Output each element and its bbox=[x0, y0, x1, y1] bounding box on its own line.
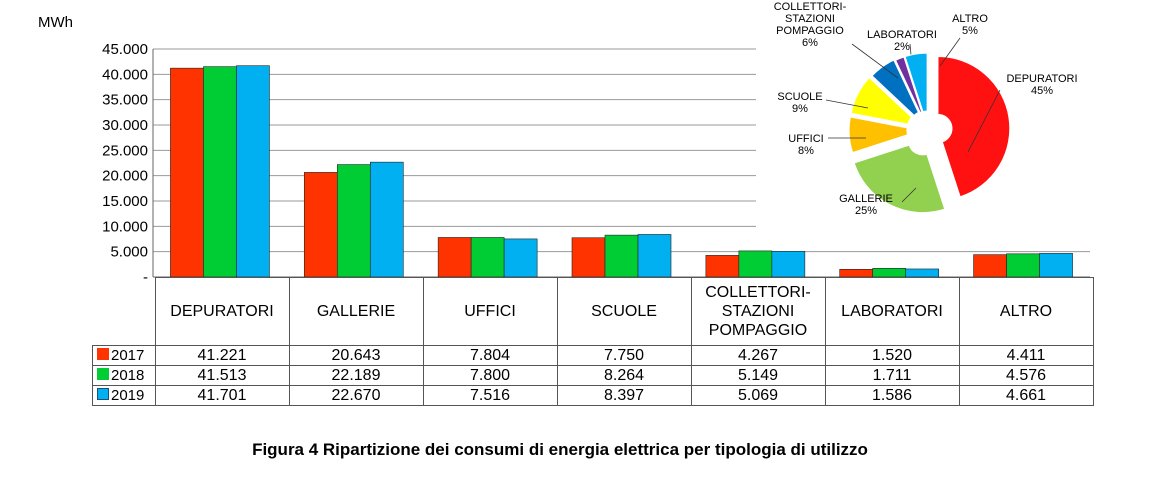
y-tick-label: 35.000 bbox=[102, 92, 148, 109]
bar-2017 bbox=[170, 67, 204, 278]
bars bbox=[170, 65, 1073, 278]
legend-swatch bbox=[97, 368, 109, 380]
bar-2018 bbox=[470, 237, 505, 278]
table-cell: 41.701 bbox=[154, 385, 290, 406]
category-header: LABORATORI bbox=[824, 277, 960, 346]
pie-slice bbox=[904, 52, 928, 113]
pie-label: UFFICI 8% bbox=[788, 133, 823, 157]
bar-2018 bbox=[604, 234, 639, 278]
pie-label: DEPURATORI 45% bbox=[1006, 73, 1077, 97]
table-cell: 1.711 bbox=[824, 365, 960, 386]
pie-chart: DEPURATORI 45% GALLERIE 25% UFFICI 8% SCUOLE 9%… bbox=[756, 0, 1170, 248]
bar-2018 bbox=[203, 66, 237, 278]
y-tick-label: 10.000 bbox=[102, 218, 148, 235]
legend-label: 2019 bbox=[111, 387, 145, 404]
table-cell: 8.397 bbox=[556, 385, 692, 406]
pie-leader-line bbox=[967, 89, 1001, 153]
bar-2019 bbox=[771, 251, 806, 278]
y-tick-label: 20.000 bbox=[102, 168, 148, 185]
bar-2019 bbox=[905, 268, 940, 278]
pie-label: ALTRO 5% bbox=[952, 13, 988, 37]
category-header: SCUOLE bbox=[556, 277, 692, 346]
bar-2017 bbox=[303, 172, 338, 278]
bar-2017 bbox=[437, 237, 472, 278]
pie-leader-line bbox=[901, 187, 917, 203]
pie-label: COLLETTORI-STAZIONI POMPAGGIO 6% bbox=[774, 1, 847, 49]
y-tick-label: 15.000 bbox=[102, 193, 148, 210]
bar-2019 bbox=[369, 161, 404, 278]
bar-2017 bbox=[705, 255, 740, 278]
legend-entry: 2019 bbox=[92, 385, 156, 406]
table-cell: 5.149 bbox=[690, 365, 826, 386]
table-cell: 7.750 bbox=[556, 345, 692, 366]
y-tick-labels: 45.000 40.000 35.000 30.000 25.000 20.000 15.0… bbox=[102, 41, 148, 286]
y-tick-label: 45.000 bbox=[102, 41, 148, 58]
bar-2019 bbox=[1039, 253, 1073, 278]
category-header: UFFICI bbox=[422, 277, 558, 346]
table-cell: 41.221 bbox=[154, 345, 290, 366]
table-cell: 5.069 bbox=[690, 385, 826, 406]
pie-leader-line bbox=[851, 43, 899, 79]
bar-2019 bbox=[236, 65, 270, 278]
table-cell: 4.411 bbox=[958, 345, 1094, 366]
table-cell: 22.670 bbox=[288, 385, 424, 406]
bar-2018 bbox=[872, 268, 907, 278]
table-cell: 8.264 bbox=[556, 365, 692, 386]
pie-slice bbox=[850, 76, 913, 125]
legend-swatch bbox=[97, 388, 109, 400]
table-cell: 22.189 bbox=[288, 365, 424, 386]
pie-slice bbox=[853, 144, 946, 214]
pie-leader-line bbox=[825, 99, 869, 109]
bar-2019 bbox=[637, 234, 672, 278]
table-cell: 4.661 bbox=[958, 385, 1094, 406]
table-row: 2017 41.221 20.643 7.804 7.750 4.267 1.520 4.41… bbox=[92, 345, 1094, 366]
category-header: GALLERIE bbox=[288, 277, 424, 346]
figure-caption: Figura 4 Ripartizione dei consumi di ene… bbox=[252, 440, 868, 459]
bar-2018 bbox=[336, 164, 371, 278]
category-header: DEPURATORI bbox=[154, 277, 290, 346]
table-cell: 1.586 bbox=[824, 385, 960, 406]
bar-2019 bbox=[503, 238, 538, 278]
pie-slice bbox=[871, 59, 920, 117]
table-cell: 4.267 bbox=[690, 345, 826, 366]
table-cell: 7.800 bbox=[422, 365, 558, 386]
table-cell: 20.643 bbox=[288, 345, 424, 366]
pie-label: LABORATORI 2% bbox=[867, 29, 937, 53]
table-cell: 41.513 bbox=[154, 365, 290, 386]
bar-2017 bbox=[973, 254, 1007, 278]
bar-2018 bbox=[738, 250, 773, 278]
pie-leader-line bbox=[939, 37, 961, 67]
bar-2017 bbox=[571, 237, 606, 278]
table-corner bbox=[92, 277, 156, 346]
y-axis-unit: MWh bbox=[38, 14, 73, 31]
y-tick-label: 25.000 bbox=[102, 142, 148, 159]
y-tick-label: 40.000 bbox=[102, 66, 148, 83]
category-header: ALTRO bbox=[958, 277, 1094, 346]
table-cell: 7.516 bbox=[422, 385, 558, 406]
table-cell: 7.804 bbox=[422, 345, 558, 366]
legend-entry: 2018 bbox=[92, 365, 156, 386]
bar-2018 bbox=[1006, 253, 1040, 278]
legend-entry: 2017 bbox=[92, 345, 156, 366]
pie-slice bbox=[894, 56, 923, 114]
y-tick-label: 5.000 bbox=[110, 244, 148, 261]
pie-slice bbox=[848, 116, 909, 154]
table-cell: 1.520 bbox=[824, 345, 960, 366]
y-tick-label: 30.000 bbox=[102, 117, 148, 134]
table-row: 2019 41.701 22.670 7.516 8.397 5.069 1.586 4.66… bbox=[92, 385, 1094, 406]
pie-label: SCUOLE 9% bbox=[777, 91, 822, 115]
pie-slice bbox=[937, 55, 1011, 198]
category-header: COLLETTORI- STAZIONI POMPAGGIO bbox=[690, 277, 826, 346]
legend-label: 2017 bbox=[111, 347, 145, 364]
legend-label: 2018 bbox=[111, 367, 145, 384]
data-table: DEPURATORI GALLERIE UFFICI SCUOLE COLLETTORI… bbox=[92, 277, 1094, 406]
legend-swatch bbox=[97, 348, 109, 360]
bar-2017 bbox=[839, 268, 874, 278]
table-row: 2018 41.513 22.189 7.800 8.264 5.149 1.711 4.57… bbox=[92, 365, 1094, 386]
pie-label: GALLERIE 25% bbox=[839, 193, 893, 217]
table-cell: 4.576 bbox=[958, 365, 1094, 386]
